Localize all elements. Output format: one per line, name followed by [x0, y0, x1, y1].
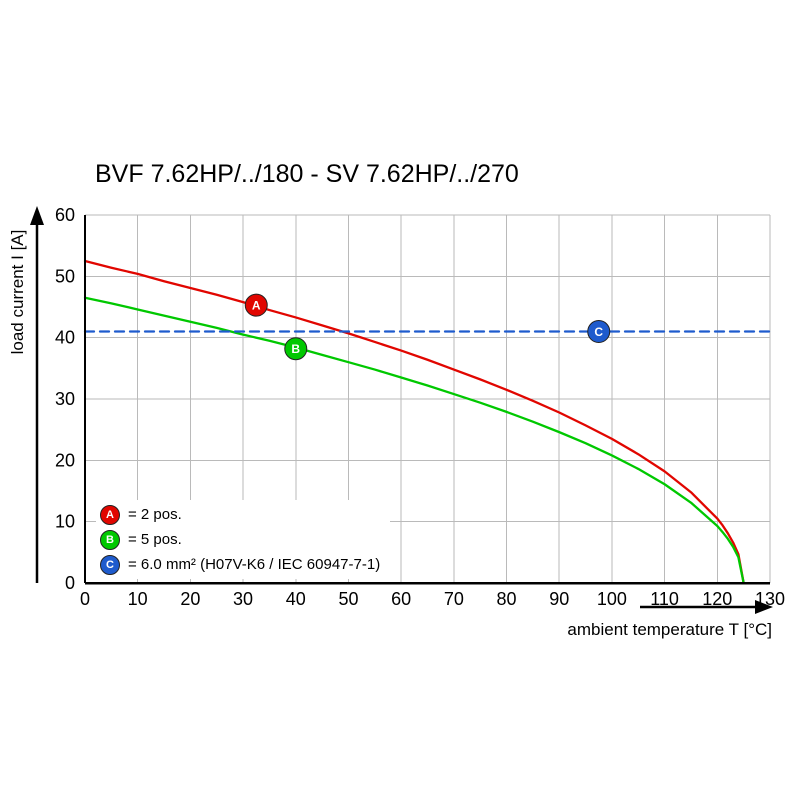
marker-a-letter: A — [252, 299, 261, 313]
chart-title: BVF 7.62HP/../180 - SV 7.62HP/../270 — [95, 160, 519, 188]
series-curve-a — [83, 259, 745, 585]
x-tick-label: 20 — [180, 589, 200, 609]
legend-label-a: = 2 pos. — [128, 506, 182, 523]
x-tick-label: 120 — [702, 589, 732, 609]
y-tick-label: 0 — [65, 573, 75, 593]
legend-item-a: A = 2 pos. — [100, 502, 380, 527]
x-tick-label: 10 — [128, 589, 148, 609]
x-tick-label: 40 — [286, 589, 306, 609]
marker-c-letter: C — [594, 325, 603, 339]
y-tick-label: 20 — [55, 450, 75, 470]
x-tick-label: 60 — [391, 589, 411, 609]
chart-legend: A = 2 pos. B = 5 pos. C = 6.0 mm² (H07V-… — [96, 500, 391, 579]
y-tick-label: 30 — [55, 389, 75, 409]
x-tick-label: 80 — [497, 589, 517, 609]
y-axis-label: load current I [A] — [8, 229, 27, 355]
legend-marker-c-icon: C — [100, 554, 120, 575]
y-tick-label: 10 — [55, 512, 75, 532]
y-tick-label: 40 — [55, 328, 75, 348]
y-axis-arrow-head — [30, 206, 44, 225]
x-axis-label: ambient temperature T [°C] — [567, 620, 772, 639]
x-tick-label: 100 — [597, 589, 627, 609]
y-tick-label: 60 — [55, 205, 75, 225]
legend-item-c: C = 6.0 mm² (H07V-K6 / IEC 60947-7-1) — [100, 552, 380, 577]
x-tick-label: 110 — [650, 589, 679, 609]
x-tick-label: 70 — [444, 589, 464, 609]
marker-b-icon — [284, 337, 308, 361]
x-tick-label: 90 — [549, 589, 569, 609]
x-tick-label: 50 — [338, 589, 358, 609]
legend-label-c: = 6.0 mm² (H07V-K6 / IEC 60947-7-1) — [128, 556, 381, 573]
x-tick-label: 130 — [755, 589, 785, 609]
marker-c-icon — [587, 320, 611, 344]
marker-a-icon — [244, 293, 268, 317]
legend-marker-b-icon: B — [100, 529, 120, 550]
x-tick-label: 30 — [233, 589, 253, 609]
marker-b-letter: B — [291, 342, 300, 356]
legend-item-b: B = 5 pos. — [100, 527, 380, 552]
x-axis-arrow-head — [755, 600, 773, 614]
x-tick-label: 0 — [80, 589, 90, 609]
y-tick-label: 50 — [55, 266, 75, 286]
legend-label-b: = 5 pos. — [128, 531, 182, 548]
series-curve-b — [83, 296, 745, 585]
legend-marker-a-icon: A — [100, 504, 120, 525]
